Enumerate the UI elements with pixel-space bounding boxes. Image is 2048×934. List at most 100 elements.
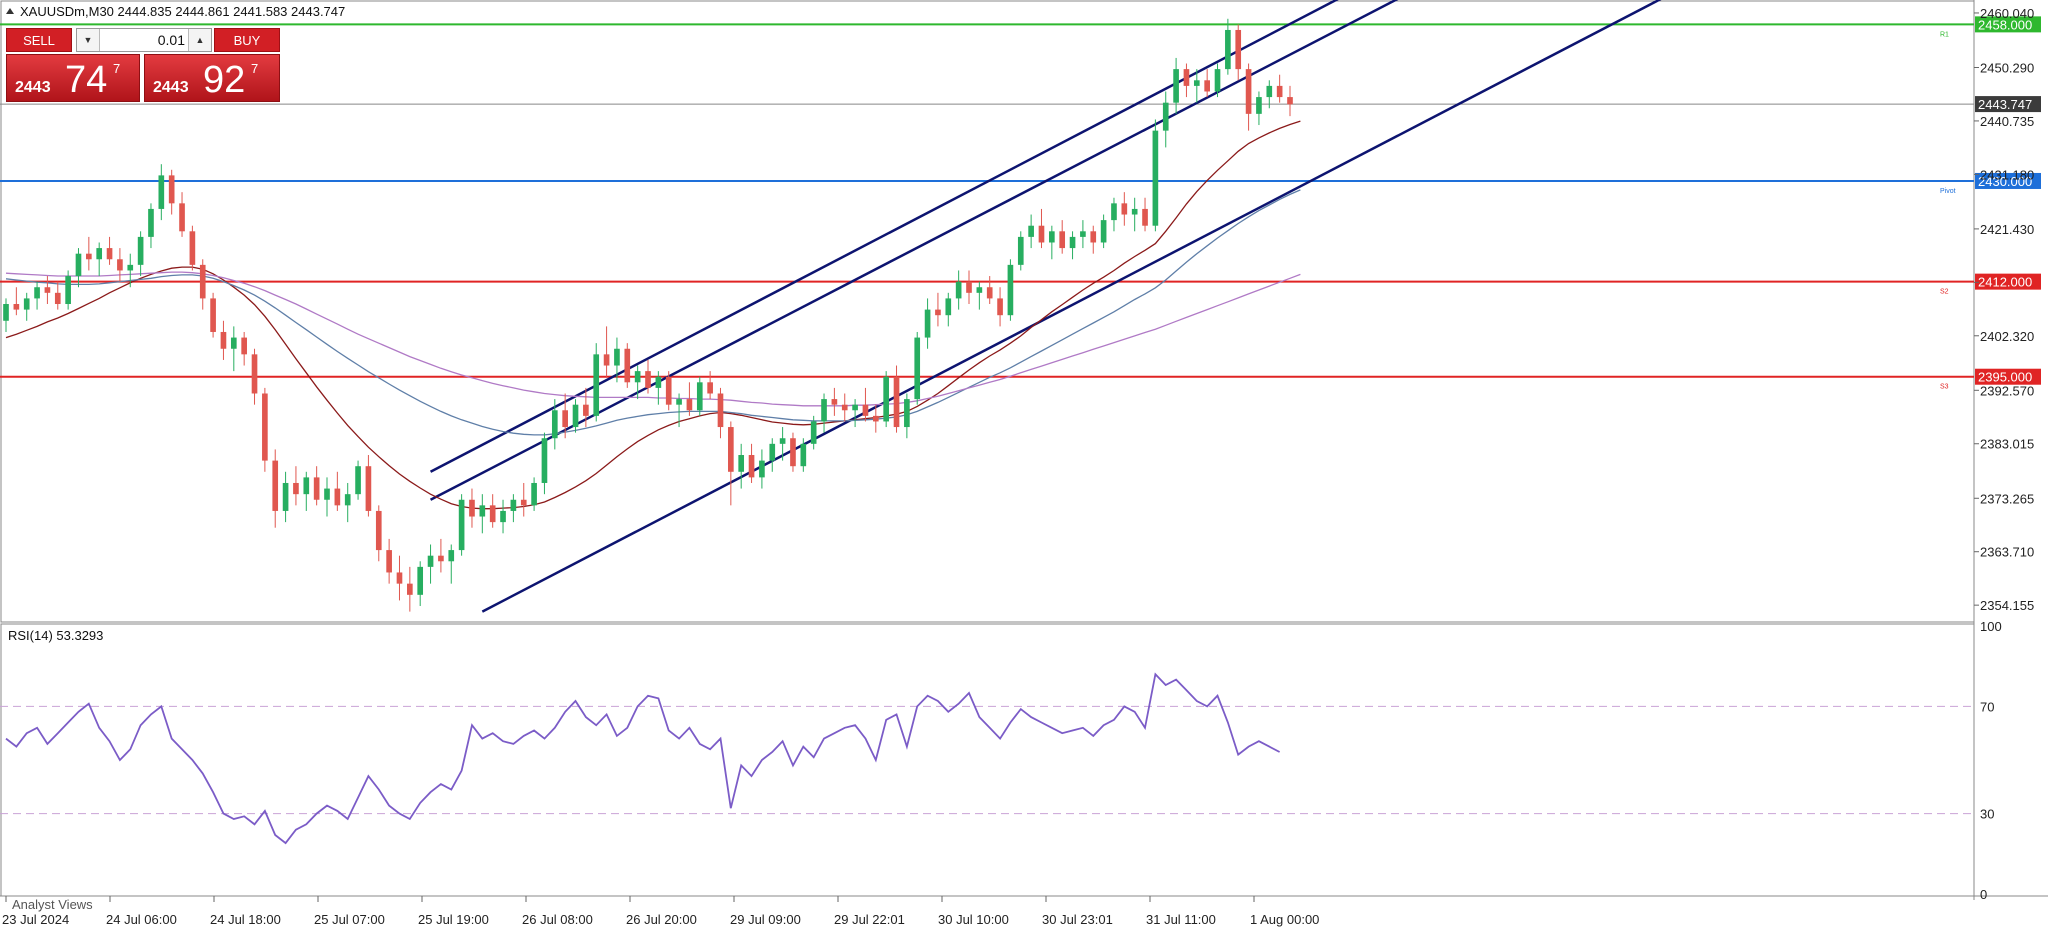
candle-body [407, 583, 413, 595]
sell-price-big: 74 [65, 59, 108, 101]
candle-body [65, 276, 71, 305]
candle-body [893, 376, 900, 428]
price-tick-label: 2354.155 [1980, 598, 2034, 613]
price-tick-label: 2431.180 [1980, 167, 2034, 182]
candle-body [189, 231, 196, 265]
candle-body [438, 555, 444, 562]
candle-body [769, 443, 776, 461]
candle-body [634, 371, 641, 383]
candle-body [1204, 80, 1210, 92]
moving-average-line [5, 189, 1301, 436]
candle-body [344, 494, 351, 506]
candle-body [728, 427, 734, 472]
candle-body [272, 460, 279, 511]
price-tick-label: 2363.710 [1980, 545, 2034, 560]
level-name-label: Pivot [1940, 188, 1956, 195]
lot-size-stepper[interactable]: ▼ 0.01 ▲ [76, 28, 212, 52]
price-tick-label: 2383.015 [1980, 437, 2034, 452]
candle-body [810, 421, 817, 444]
candle-body [872, 415, 879, 422]
time-tick-label: 25 Jul 07:00 [314, 912, 385, 927]
candle-body [883, 376, 889, 422]
rsi-header: RSI(14) 53.3293 [8, 628, 103, 643]
candle-body [593, 354, 600, 416]
candle-body [1276, 85, 1283, 98]
candle-body [1131, 208, 1138, 215]
candle-body [1100, 220, 1107, 243]
candle-body [375, 510, 382, 551]
candle-body [914, 337, 921, 400]
candle-body [1028, 225, 1034, 237]
time-tick-label: 26 Jul 20:00 [626, 912, 697, 927]
horizontal-levels: 2458.000 R1 2430.000 Pivot 2412.000 S2 2395.00… [0, 16, 2041, 391]
candle-body [966, 281, 972, 293]
candle-body [13, 304, 20, 310]
sell-button[interactable]: SELL [6, 28, 72, 52]
candle-body [531, 482, 537, 506]
buy-price-sup: 7 [251, 61, 259, 76]
candle-body [520, 499, 527, 506]
candle-body [510, 499, 517, 511]
candle-body [313, 477, 320, 500]
price-tick-label: 2402.320 [1980, 329, 2034, 344]
lot-increase-icon[interactable]: ▲ [188, 29, 211, 51]
price-tick-label: 2460.040 [1980, 6, 2034, 21]
candle-body [945, 298, 952, 316]
candle-body [75, 253, 82, 277]
time-tick-label: 1 Aug 00:00 [1250, 912, 1319, 927]
rsi-tick-label: 70 [1980, 699, 1994, 714]
current-price-tag [1975, 96, 2041, 113]
candle-body [717, 393, 724, 428]
candle-body [1111, 203, 1117, 221]
candle-body [924, 309, 931, 338]
candle-body [1214, 69, 1221, 92]
candle-body [665, 376, 672, 405]
one-click-trading-panel: SELL ▼ 0.01 ▲ BUY 2443 74 7 2443 92 7 [6, 28, 280, 102]
lot-decrease-icon[interactable]: ▼ [77, 29, 100, 51]
buy-button[interactable]: BUY [214, 28, 280, 52]
candle-body [396, 572, 403, 584]
candle-body [1287, 97, 1293, 105]
candle-body [676, 399, 682, 405]
candle-body [1049, 231, 1055, 243]
price-tick-label: 2373.265 [1980, 491, 2034, 506]
candle-body [1080, 231, 1086, 237]
candle-body [1245, 69, 1252, 114]
candle-body [1121, 203, 1128, 215]
candle-body [986, 287, 993, 299]
candle-body [541, 438, 548, 483]
analyst-views-tab[interactable]: Analyst Views [12, 897, 93, 912]
candle-body [241, 337, 247, 355]
candle-body [168, 175, 175, 204]
level-price-tag [1975, 172, 2041, 189]
candle-body [230, 337, 237, 349]
candle-body [976, 287, 983, 293]
time-tick-label: 29 Jul 22:01 [834, 912, 905, 927]
candle-body [386, 550, 392, 573]
candle-body [34, 287, 40, 299]
channel-line [429, 0, 1399, 501]
candle-body [489, 505, 496, 523]
candle-body [1225, 29, 1231, 70]
candle-body [645, 371, 651, 388]
candle-body [210, 298, 216, 332]
rsi-chart-frame [0, 623, 1975, 897]
collapse-arrow-icon[interactable] [6, 8, 14, 14]
candle-body [293, 482, 299, 495]
buy-quote-button[interactable]: 2443 92 7 [144, 54, 280, 102]
candle-body [614, 348, 620, 366]
price-tick-label: 2450.290 [1980, 60, 2034, 75]
level-name-label: S3 [1940, 384, 1949, 391]
candle-body [1173, 69, 1179, 103]
lot-size-input[interactable]: 0.01 [157, 32, 185, 48]
sell-quote-button[interactable]: 2443 74 7 [6, 54, 140, 102]
candle-body [479, 505, 486, 517]
candle-body [583, 404, 589, 416]
candle-body [117, 259, 123, 271]
time-tick-label: 30 Jul 23:01 [1042, 912, 1113, 927]
candle-body [355, 466, 361, 495]
candle-body [1017, 236, 1024, 265]
time-tick-label: 24 Jul 06:00 [106, 912, 177, 927]
candle-body [1038, 225, 1045, 243]
